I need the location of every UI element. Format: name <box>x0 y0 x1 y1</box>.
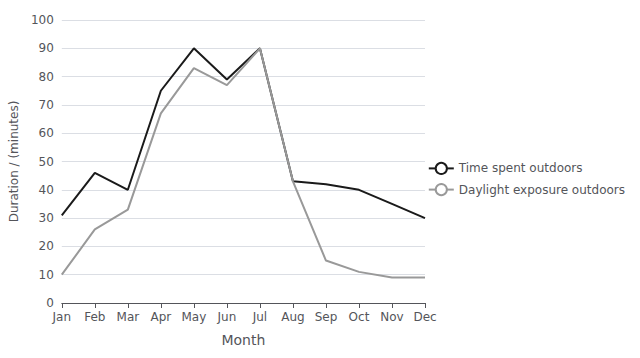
svg-text:Jan: Jan <box>52 310 72 324</box>
svg-text:May: May <box>181 310 206 324</box>
svg-text:Mar: Mar <box>117 310 140 324</box>
svg-text:Oct: Oct <box>349 310 370 324</box>
svg-text:40: 40 <box>39 183 54 197</box>
svg-text:70: 70 <box>39 98 54 112</box>
svg-text:Jul: Jul <box>252 310 267 324</box>
svg-text:Dec: Dec <box>413 310 436 324</box>
svg-text:60: 60 <box>39 126 54 140</box>
svg-text:Apr: Apr <box>150 310 171 324</box>
svg-text:Nov: Nov <box>380 310 403 324</box>
svg-text:20: 20 <box>39 239 54 253</box>
svg-text:30: 30 <box>39 211 54 225</box>
svg-text:Aug: Aug <box>281 310 304 324</box>
svg-text:50: 50 <box>39 155 54 169</box>
svg-text:Daylight exposure outdoors: Daylight exposure outdoors <box>459 183 625 197</box>
svg-text:Feb: Feb <box>84 310 105 324</box>
svg-text:Sep: Sep <box>315 310 338 324</box>
svg-text:Jun: Jun <box>217 310 237 324</box>
svg-text:80: 80 <box>39 70 54 84</box>
svg-text:Time spent outdoors: Time spent outdoors <box>458 161 583 175</box>
svg-text:90: 90 <box>39 41 54 55</box>
svg-text:100: 100 <box>31 13 54 27</box>
svg-text:10: 10 <box>39 268 54 282</box>
svg-text:Month: Month <box>221 332 265 348</box>
svg-text:0: 0 <box>46 296 54 310</box>
svg-text:Duration / (minutes): Duration / (minutes) <box>7 101 21 223</box>
